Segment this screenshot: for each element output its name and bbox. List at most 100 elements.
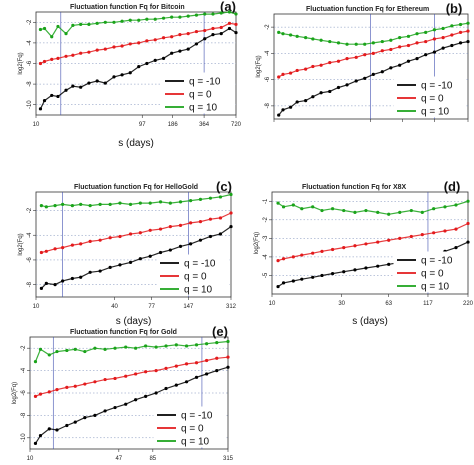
data-point	[319, 91, 323, 95]
data-point	[432, 37, 437, 41]
x-tick-label: 30	[338, 301, 345, 307]
data-point	[288, 71, 293, 75]
data-point	[336, 85, 341, 90]
data-point	[226, 339, 230, 344]
data-point	[226, 355, 230, 359]
data-point	[98, 238, 102, 242]
data-point	[466, 199, 470, 203]
data-point	[113, 405, 117, 410]
data-point	[44, 249, 48, 253]
data-point	[153, 17, 157, 21]
y-tick-label: -8	[265, 103, 271, 109]
data-point	[138, 201, 142, 205]
x-tick-label: 147	[183, 304, 194, 310]
legend: q = -10 q = 0 q = 10	[393, 76, 467, 118]
data-point	[363, 76, 367, 80]
data-point	[364, 208, 368, 213]
y-tick-label: -1	[263, 198, 269, 204]
data-point	[288, 33, 293, 37]
data-point	[161, 56, 166, 60]
data-point	[234, 12, 238, 16]
data-point	[39, 250, 44, 255]
data-point	[145, 61, 149, 66]
data-point	[363, 53, 367, 57]
series-line	[277, 200, 469, 215]
data-point	[56, 94, 60, 99]
data-point	[124, 345, 128, 349]
data-point	[33, 360, 38, 364]
data-point	[178, 223, 183, 227]
data-point	[203, 28, 207, 33]
data-point	[73, 420, 77, 424]
data-point	[50, 57, 54, 61]
data-point	[281, 205, 286, 209]
legend: q = -10 q = 0 q = 10	[161, 72, 235, 114]
data-point	[208, 234, 213, 239]
legend-label: q = 0	[184, 272, 207, 283]
data-point	[83, 416, 87, 420]
data-point	[83, 349, 87, 354]
data-point	[300, 253, 304, 257]
data-point	[113, 346, 117, 350]
data-point	[281, 257, 286, 261]
y-tick-label: -2	[21, 345, 27, 351]
data-point	[234, 30, 238, 35]
data-point	[103, 20, 107, 24]
data-point	[229, 224, 233, 229]
data-point	[70, 276, 74, 281]
data-point	[466, 39, 470, 44]
data-point	[226, 365, 230, 369]
data-point	[158, 227, 163, 231]
data-point	[189, 199, 193, 203]
data-point	[342, 208, 346, 213]
series-3	[39, 192, 233, 209]
data-point	[336, 59, 341, 63]
data-point	[178, 200, 183, 204]
data-point	[311, 64, 315, 69]
data-point	[353, 268, 357, 272]
data-point	[168, 224, 172, 229]
panel-label: (b)	[446, 1, 463, 16]
x-tick-label: 220	[463, 301, 474, 307]
y-tick-label: -6	[27, 257, 33, 263]
data-point	[450, 43, 454, 48]
data-point	[33, 394, 38, 398]
data-point	[291, 279, 295, 283]
x-axis-label: s (days)	[352, 316, 388, 327]
x-tick-label: 10	[269, 301, 276, 307]
data-point	[328, 89, 332, 94]
series-2	[33, 355, 230, 398]
y-tick-label: -6	[27, 60, 33, 66]
y-tick-label: -4	[265, 50, 271, 56]
data-point	[161, 16, 166, 20]
data-point	[466, 221, 470, 226]
data-point	[79, 275, 83, 279]
data-point	[61, 245, 65, 250]
data-point	[128, 260, 133, 265]
data-point	[219, 25, 223, 30]
data-point	[124, 402, 128, 406]
data-point	[215, 356, 219, 360]
data-point	[71, 84, 75, 88]
data-point	[441, 46, 445, 50]
y-tick-label: -2	[265, 24, 271, 30]
data-point	[71, 23, 75, 27]
data-point	[466, 21, 470, 25]
data-point	[95, 79, 99, 83]
data-point	[345, 42, 349, 46]
data-point	[203, 12, 207, 16]
data-point	[144, 344, 148, 348]
legend-label: q = 10	[184, 285, 213, 296]
data-point	[98, 269, 102, 273]
data-point	[330, 272, 335, 276]
data-point	[93, 346, 97, 350]
data-point	[466, 29, 470, 33]
legend: q = -10 q = 0 q = 10	[156, 254, 230, 296]
data-point	[406, 34, 411, 38]
x-tick-label: 77	[148, 304, 155, 310]
panel-label: (d)	[444, 179, 461, 194]
legend-label: q = -10	[181, 411, 213, 422]
data-point	[432, 28, 437, 32]
data-point	[79, 202, 83, 206]
y-tick-label: -2	[27, 207, 33, 213]
